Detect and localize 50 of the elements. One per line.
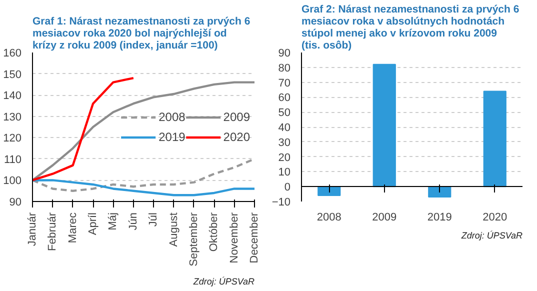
x-tick-label: Máj xyxy=(107,212,120,230)
y-tick-label: 50 xyxy=(278,107,291,120)
chart-title: Graf 1: Nárast nezamestnanosti za prvých 6 mesiacov roka 2020 bol najrýchlejší od krízy z roku 2009 (index, január =100) xyxy=(32,16,250,52)
x-tick-label: 2019 xyxy=(427,212,452,224)
chart-title: Graf 2: Nárast nezamestnanosti za prvých 6 mesiacov roka v absolútnych hodnotách stúpol menej ako v krízovom roku 2009 (tis. osôb) xyxy=(302,4,520,52)
y-tick-label: 60 xyxy=(278,92,291,104)
x-tick-label: 2009 xyxy=(372,212,397,224)
y-tick-label: 140 xyxy=(3,90,22,102)
y-tick-label: 70 xyxy=(278,77,291,90)
x-tick-label: Marec xyxy=(66,212,79,244)
legend-label: 2009 xyxy=(223,110,250,124)
x-tick-label: September xyxy=(188,212,200,266)
bar xyxy=(372,64,396,188)
y-tick-label: 100 xyxy=(3,175,22,188)
text: Zdroj: ÚPSVaR xyxy=(192,276,255,286)
text: Zdroj: ÚPSVaR xyxy=(460,230,523,240)
legend-label: 2008 xyxy=(158,110,186,124)
y-tick-label: 10 xyxy=(278,166,291,179)
y-tick-label: 90 xyxy=(9,196,22,208)
x-tick-label: Január xyxy=(26,212,38,246)
y-tick-label: 0 xyxy=(284,182,291,194)
y-tick-label: 150 xyxy=(3,68,22,81)
y-tick-label: 40 xyxy=(278,122,291,134)
x-tick-label: Október xyxy=(208,212,220,252)
x-tick-label: December xyxy=(248,212,260,264)
y-tick-label: 130 xyxy=(3,111,22,124)
x-tick-label: Apríl xyxy=(87,212,100,236)
y-tick-label: 120 xyxy=(3,132,22,145)
x-tick-label: 2008 xyxy=(316,212,342,224)
y-tick-label: 90 xyxy=(278,48,291,60)
y-tick-label: 160 xyxy=(3,48,22,60)
y-tick-label: 80 xyxy=(278,62,291,74)
x-tick-label: Február xyxy=(46,212,59,252)
bar xyxy=(428,186,452,198)
y-tick-label: 20 xyxy=(278,152,291,164)
y-tick-label: 110 xyxy=(4,154,22,166)
x-tick-label: August xyxy=(168,212,180,247)
x-tick-label: Jún xyxy=(127,212,140,230)
legend-label: 2019 xyxy=(158,130,186,144)
x-tick-label: Júl xyxy=(148,212,160,227)
x-tick-label: 2020 xyxy=(482,212,508,224)
y-tick-label: −10 xyxy=(272,196,291,208)
line-series xyxy=(32,76,135,182)
x-tick-label: November xyxy=(228,212,240,264)
bar xyxy=(483,90,506,188)
line-series xyxy=(32,158,254,192)
y-tick-label: 30 xyxy=(278,136,291,149)
line-series xyxy=(32,81,254,182)
legend-label: 2020 xyxy=(223,130,250,144)
line-series xyxy=(32,179,254,196)
